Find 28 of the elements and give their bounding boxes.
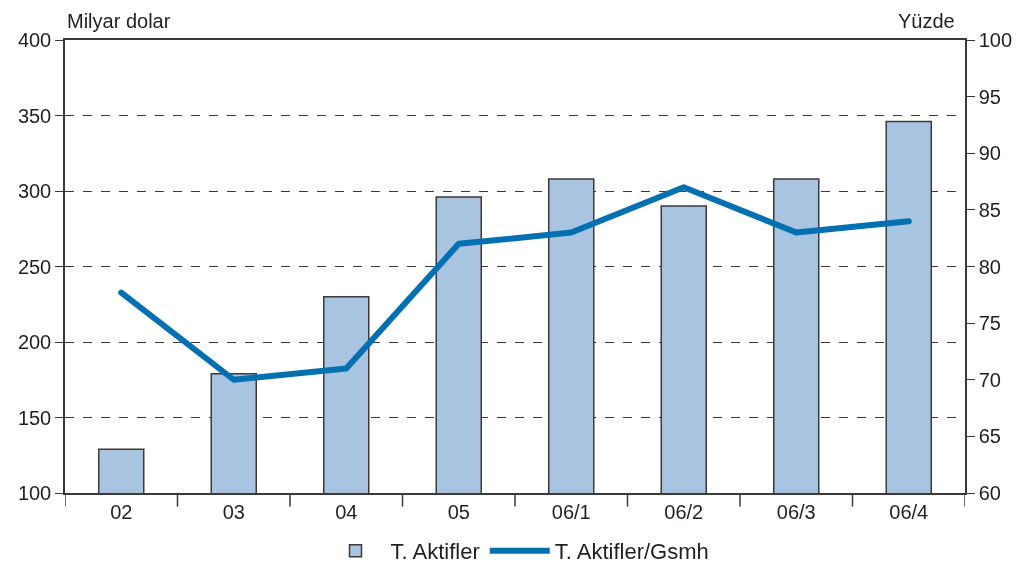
y2-tick-label: 80: [978, 255, 1001, 278]
y2-tick-label: 70: [978, 368, 1001, 391]
y2-tick-label: 85: [978, 198, 1001, 221]
x-tick-label: 03: [222, 500, 245, 523]
y2-tick-label: 95: [978, 85, 1001, 108]
y2-tick-label: 75: [978, 312, 1001, 335]
x-tick-label: 06/4: [889, 500, 929, 523]
legend-label: T. Aktifler: [390, 539, 480, 565]
y-tick-label: 400: [17, 29, 52, 51]
y-tick-label: 350: [17, 104, 52, 127]
x-tick-label: 06/1: [551, 500, 591, 523]
y2-tick-label: 100: [978, 29, 1013, 51]
x-tick-label: 05: [447, 500, 470, 523]
y-tick-label: 300: [17, 180, 52, 202]
x-tick-label: 02: [110, 500, 133, 523]
y2-tick-label: 90: [978, 142, 1001, 165]
y2-axis-title: Yüzde: [898, 10, 955, 32]
x-tick-label: 04: [335, 500, 358, 523]
y-axis-title: Milyar dolar: [67, 10, 171, 32]
y2-tick-label: 65: [978, 425, 1001, 448]
y-tick-label: 100: [17, 482, 52, 504]
x-tick-label: 06/3: [776, 500, 816, 523]
legend-label: T. Aktifler/Gsmh: [554, 539, 709, 565]
y2-tick-label: 60: [978, 482, 1001, 504]
y-tick-label: 250: [17, 255, 52, 278]
y-tick-label: 200: [17, 331, 52, 353]
x-tick-label: 06/2: [664, 500, 704, 523]
y-tick-label: 150: [17, 406, 52, 429]
